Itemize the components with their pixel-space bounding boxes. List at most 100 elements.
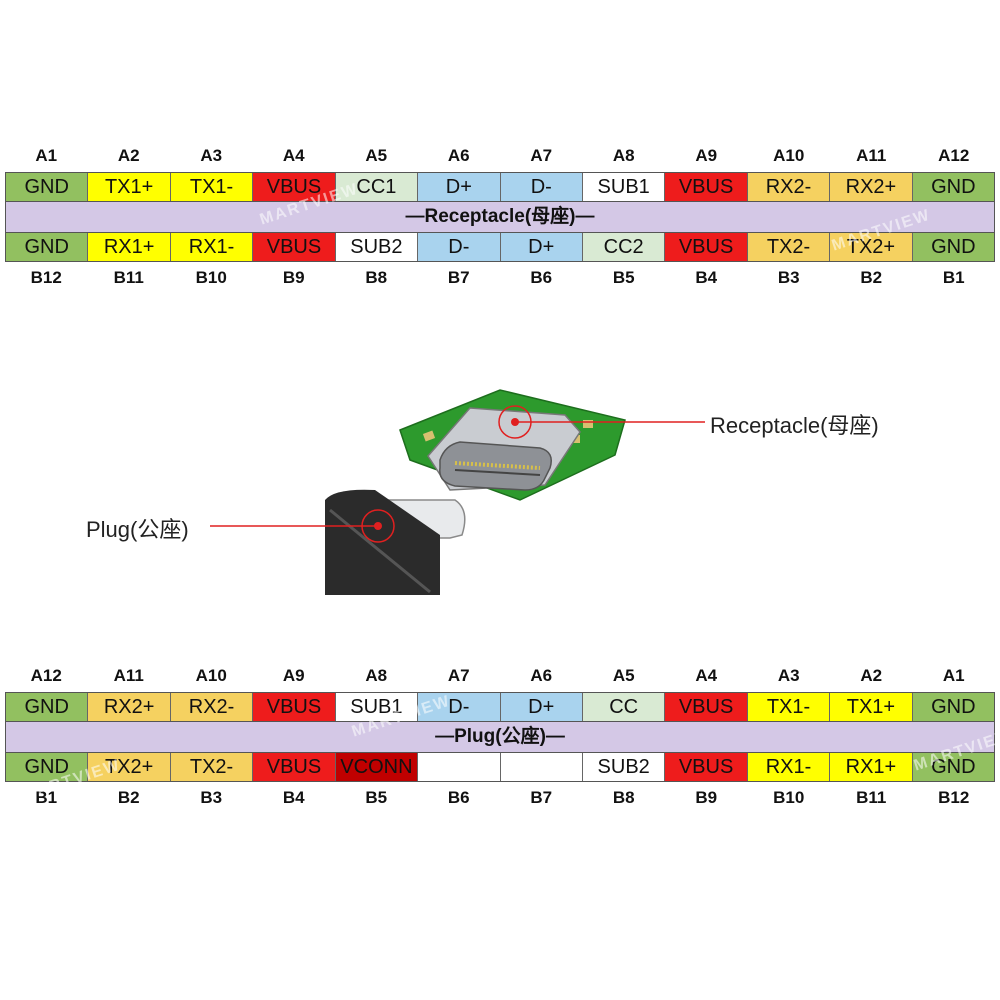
pin-cell: TX2+ [830, 233, 913, 261]
pin-number-label: A2 [860, 666, 883, 685]
pin-number-label: A6 [530, 666, 553, 685]
pin-cell: VBUS [665, 753, 748, 781]
pin-cell: GND [912, 233, 995, 261]
pin-cell: RX1- [170, 233, 254, 261]
pin-cell: RX1- [747, 753, 831, 781]
pin-cell: D+ [418, 173, 501, 201]
plug-pin-table: A12 A11 A10 A9 A8 A7 A6 A5 A4 A3 A2 A1 GND RX2+ RX2- V… [5, 660, 995, 814]
pin-cell: GND [912, 693, 995, 721]
pin-cell [500, 753, 583, 781]
pin-number-label: A7 [530, 146, 553, 165]
pin-number-label: A3 [777, 666, 800, 685]
pin-cell: D+ [500, 693, 583, 721]
pin-number-label: A1 [35, 146, 58, 165]
pin-number-label: A6 [447, 146, 470, 165]
pin-cell: VBUS [253, 233, 336, 261]
pin-number-label: B4 [282, 788, 305, 807]
pin-number-label: A12 [30, 666, 62, 685]
pin-cell: D- [500, 173, 583, 201]
pin-number-label: A2 [117, 146, 140, 165]
pin-number-label: A10 [773, 146, 805, 165]
pin-number-label: B8 [612, 788, 635, 807]
pin-number-label: B6 [447, 788, 470, 807]
pin-number-label: B5 [365, 788, 388, 807]
pin-cell: SUB2 [335, 233, 419, 261]
pin-cell: CC2 [582, 233, 666, 261]
pin-cell: RX2+ [88, 693, 171, 721]
receptacle-pin-table: A1 A2 A3 A4 A5 A6 A7 A8 A9 A10 A11 A12 GND TX1+ TX1- V… [5, 140, 995, 294]
pin-number-label: A4 [695, 666, 718, 685]
pin-cell: SUB1 [582, 173, 666, 201]
pin-number-label: A3 [200, 146, 223, 165]
pin-number-label: A5 [612, 666, 635, 685]
pin-cell: GND [6, 173, 89, 201]
pin-number-label: B10 [195, 268, 227, 287]
receptacle-callout-label: Receptacle(母座) [710, 413, 879, 438]
pin-number-label: A7 [447, 666, 470, 685]
plug-top-pin-row: GND RX2+ RX2- VBUS SUB1 D- D+ CC VBUS TX1- TX1+ GND [5, 692, 995, 722]
pin-number-label: A10 [195, 666, 227, 685]
pin-cell: D- [418, 693, 501, 721]
pin-cell: TX1+ [88, 173, 171, 201]
pin-cell: GND [6, 753, 89, 781]
pin-cell: VBUS [665, 693, 748, 721]
pin-number-label: B3 [200, 788, 223, 807]
pin-number-label: B7 [447, 268, 470, 287]
pin-cell: RX1+ [830, 753, 913, 781]
pin-number-label: A12 [938, 146, 970, 165]
pin-number-label: B8 [365, 268, 388, 287]
plug-image [325, 489, 466, 595]
plug-bottom-pin-row: GND TX2+ TX2- VBUS VCONN SUB2 VBUS RX1- RX1+ GND [5, 752, 995, 782]
receptacle-bottom-label-row: B12 B11 B10 B9 B8 B7 B6 B5 B4 B3 B2 B1 [5, 262, 995, 294]
pin-cell: TX2- [747, 233, 831, 261]
pin-cell: D+ [500, 233, 583, 261]
pin-number-label: A4 [282, 146, 305, 165]
pin-cell: CC [582, 693, 666, 721]
pin-cell [418, 753, 501, 781]
pin-cell: VCONN [335, 753, 419, 781]
pin-cell: TX1+ [830, 693, 913, 721]
pin-number-label: B2 [117, 788, 140, 807]
pin-cell: VBUS [665, 233, 748, 261]
pin-cell: GND [912, 173, 995, 201]
pin-number-label: B5 [612, 268, 635, 287]
pin-cell: RX2+ [830, 173, 913, 201]
pin-number-label: A9 [282, 666, 305, 685]
pin-cell: TX2- [170, 753, 254, 781]
plug-title-banner: —Plug(公座)— [5, 722, 995, 752]
pin-cell: SUB1 [335, 693, 419, 721]
pin-cell: SUB2 [582, 753, 666, 781]
pin-cell: VBUS [253, 753, 336, 781]
pin-number-label: A5 [365, 146, 388, 165]
pin-cell: GND [6, 233, 89, 261]
pin-number-label: B1 [942, 268, 965, 287]
pin-number-label: B11 [856, 788, 887, 807]
pin-number-label: B1 [35, 788, 58, 807]
receptacle-top-pin-row: GND TX1+ TX1- VBUS CC1 D+ D- SUB1 VBUS RX2- RX2+ GN… [5, 172, 995, 202]
pin-cell: RX1+ [88, 233, 171, 261]
pin-cell: TX1- [747, 693, 831, 721]
pin-number-label: B12 [30, 268, 62, 287]
pin-number-label: A11 [113, 666, 144, 685]
pin-number-label: B11 [113, 268, 144, 287]
pin-cell: GND [6, 693, 89, 721]
pin-cell: CC1 [335, 173, 419, 201]
pin-cell: RX2- [747, 173, 831, 201]
pin-number-label: B9 [695, 788, 718, 807]
receptacle-pcb-image [399, 389, 626, 501]
plug-top-label-row: A12 A11 A10 A9 A8 A7 A6 A5 A4 A3 A2 A1 [5, 660, 995, 692]
receptacle-title-banner: —Receptacle(母座)— [5, 202, 995, 232]
pin-number-label: A1 [942, 666, 965, 685]
plug-bottom-label-row: B1 B2 B3 B4 B5 B6 B7 B8 B9 B10 B11 B12 [5, 782, 995, 814]
pin-number-label: B9 [282, 268, 305, 287]
pin-number-label: B6 [530, 268, 553, 287]
receptacle-top-label-row: A1 A2 A3 A4 A5 A6 A7 A8 A9 A10 A11 A12 [5, 140, 995, 172]
pin-number-label: A9 [695, 146, 718, 165]
pin-number-label: B4 [695, 268, 718, 287]
receptacle-bottom-pin-row: GND RX1+ RX1- VBUS SUB2 D- D+ CC2 VBUS TX2- TX2+ GN… [5, 232, 995, 262]
pin-number-label: B12 [938, 788, 970, 807]
pin-number-label: A8 [612, 146, 635, 165]
pin-cell: RX2- [170, 693, 254, 721]
pin-cell: VBUS [253, 693, 336, 721]
pin-cell: VBUS [253, 173, 336, 201]
